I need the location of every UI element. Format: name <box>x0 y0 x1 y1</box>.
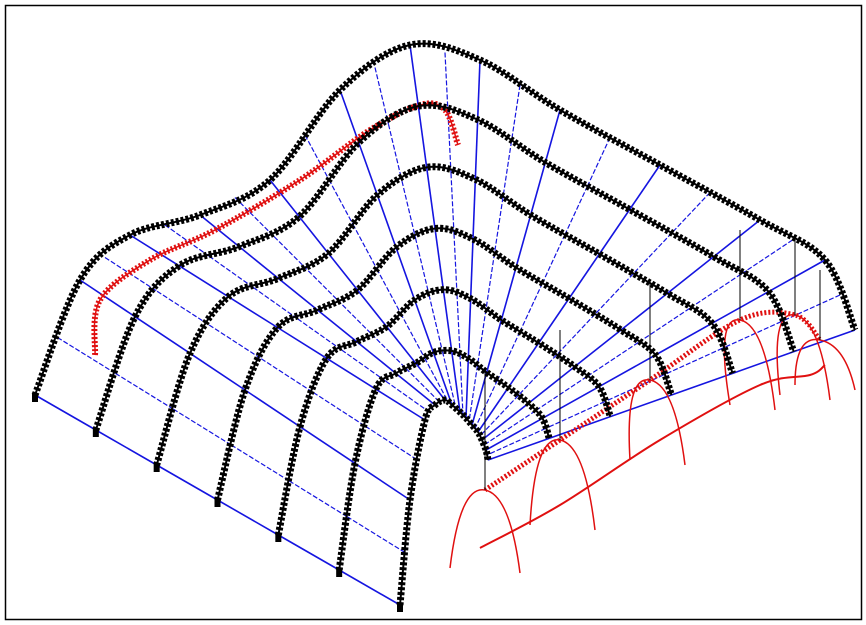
arch-foot <box>32 393 38 402</box>
arch-foot <box>154 463 160 472</box>
structural-drawing <box>0 0 866 625</box>
arch-foot <box>93 428 99 437</box>
arch-foot <box>215 498 221 507</box>
arch-foot <box>336 568 342 577</box>
page: (() => { const NS = 'http://www.w3.org/2… <box>0 0 866 625</box>
arch-foot <box>275 533 281 542</box>
arch-foot <box>397 603 403 612</box>
